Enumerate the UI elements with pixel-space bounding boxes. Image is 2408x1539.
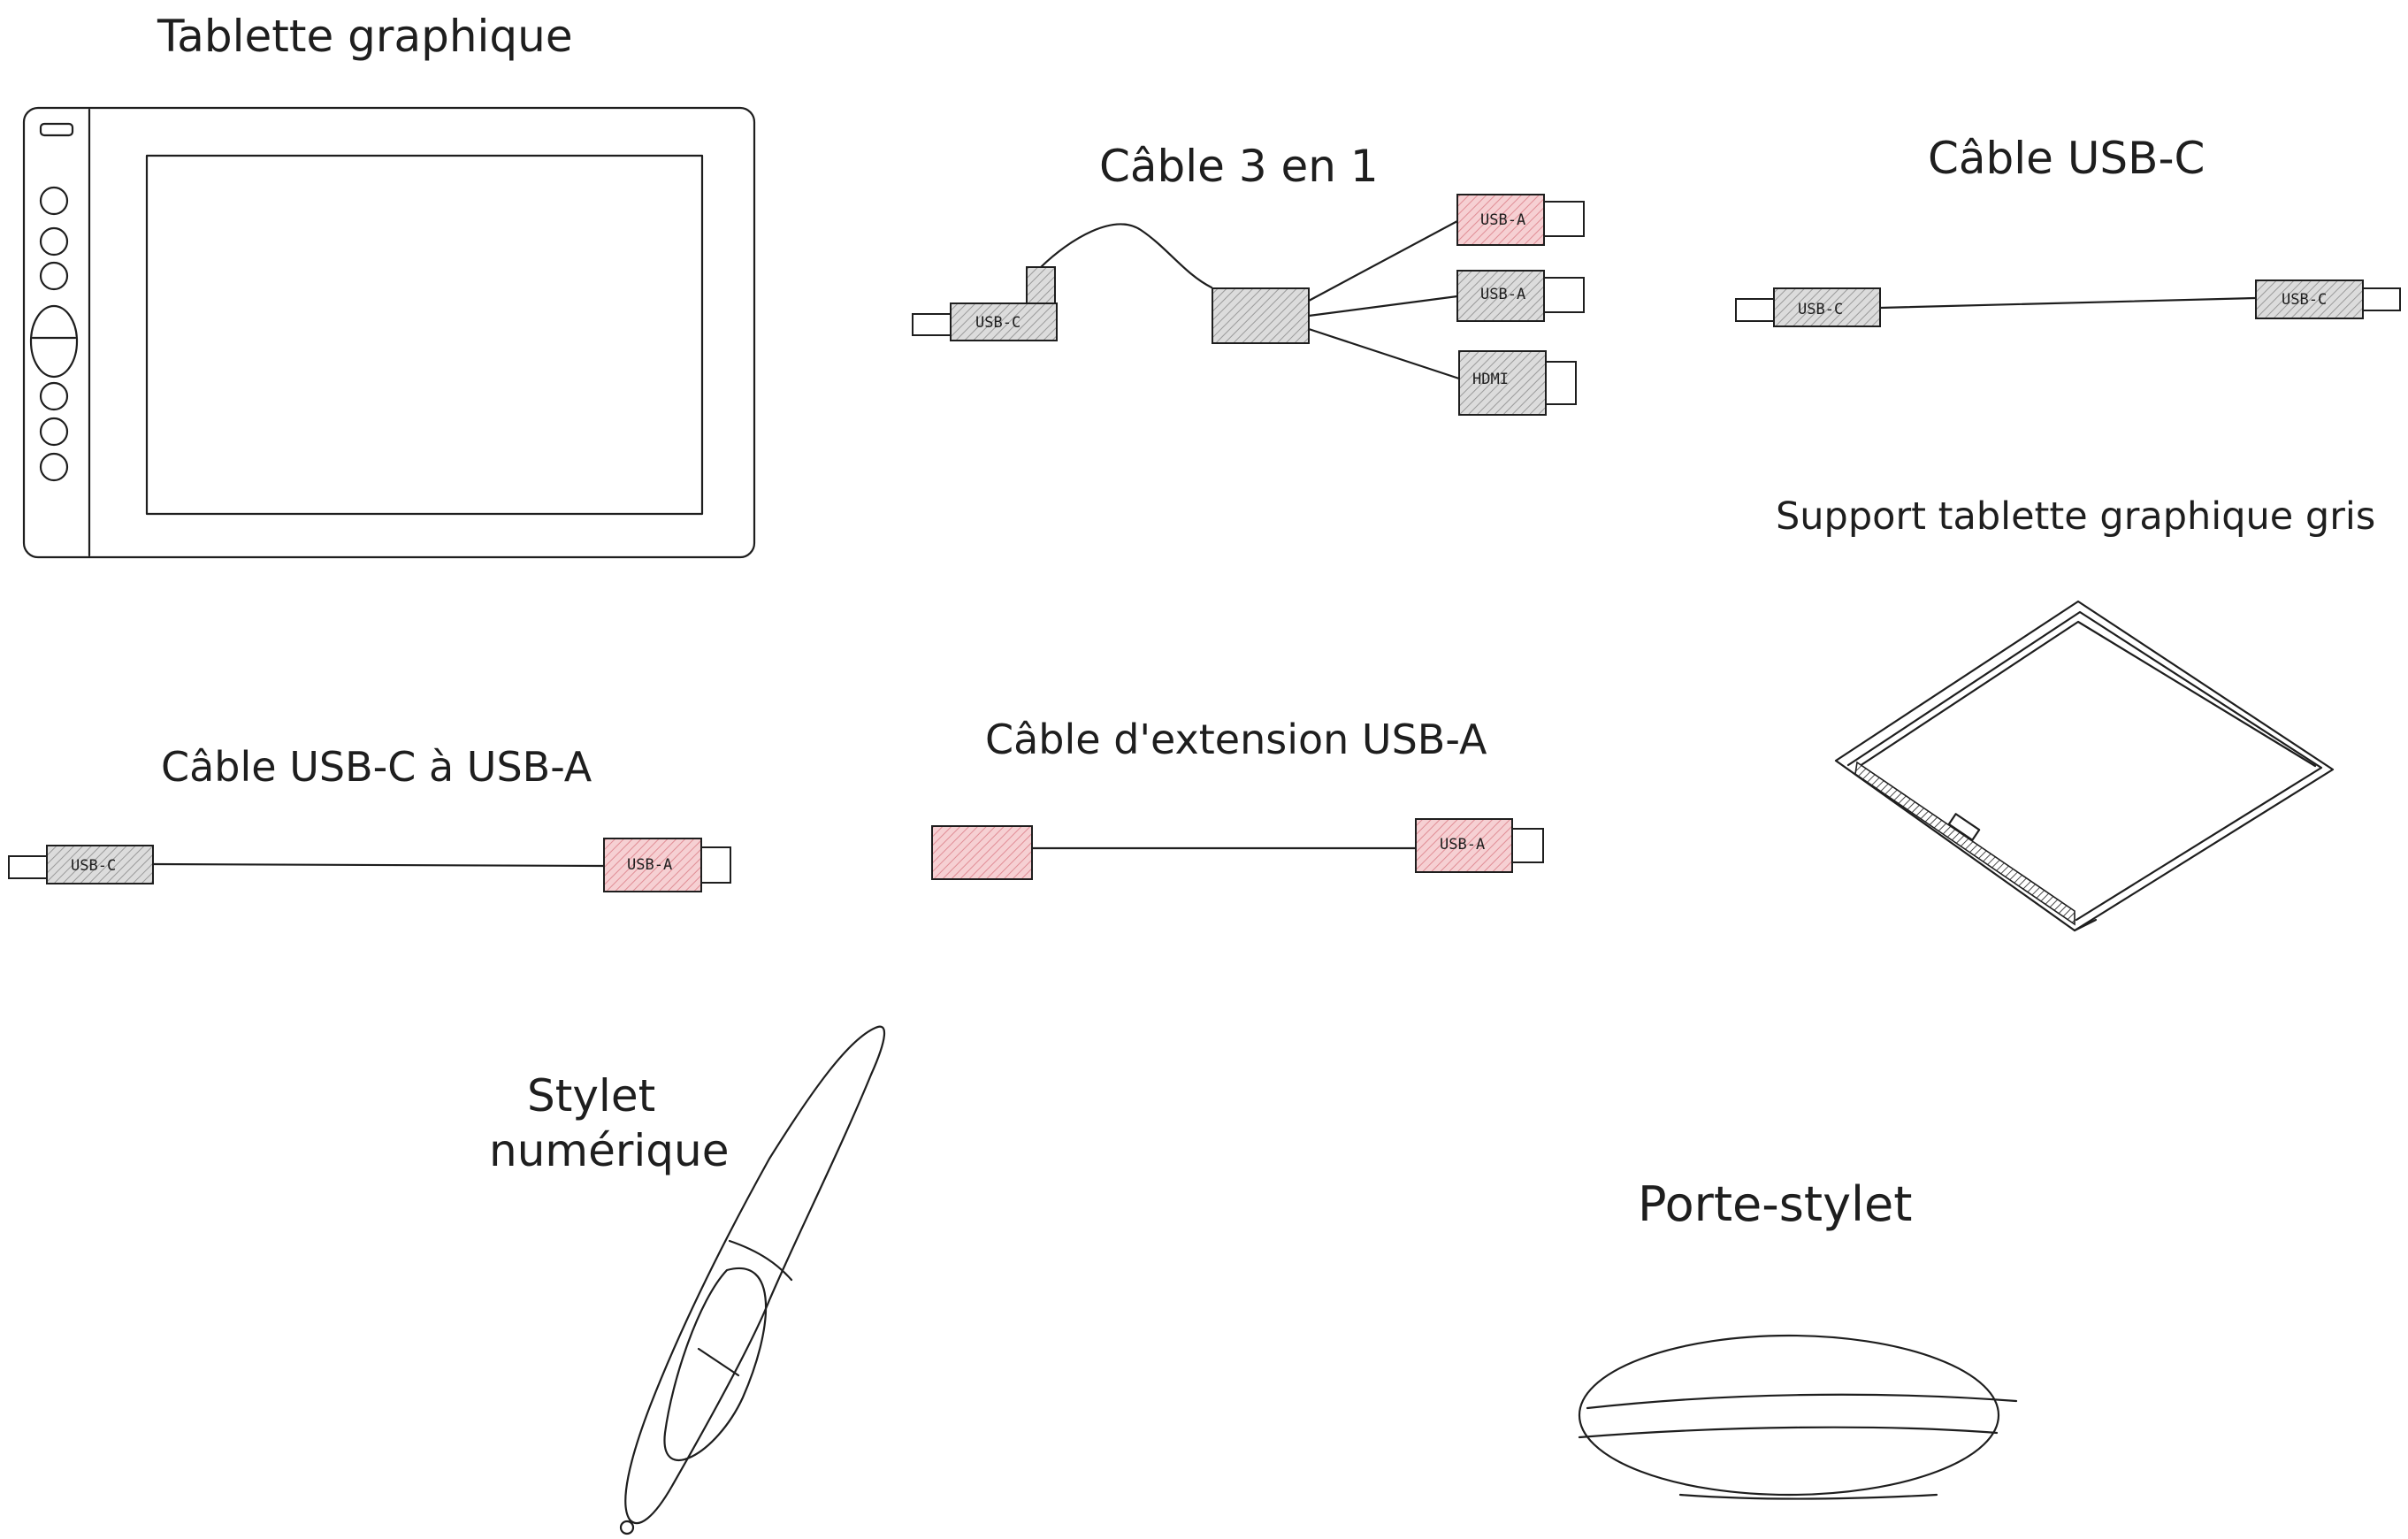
cable-usbc-to-usba: USB-C USB-A	[8, 838, 731, 892]
usbc-label: USB-C	[1798, 301, 1843, 318]
cable-usbc: USB-C USB-C	[1735, 279, 2401, 327]
cable-usbc-title: Câble USB-C	[1928, 133, 2205, 184]
stand-title: Support tablette graphique gris	[1776, 494, 2375, 539]
extension-title: Câble d'extension USB-A	[985, 716, 1487, 763]
cable-3in1: USB-C USB-A USB-A HDMI	[912, 194, 1585, 416]
cable-usbc-usba-title: Câble USB-C à USB-A	[161, 743, 592, 791]
usbc-label: USB-C	[2282, 291, 2327, 309]
hdmi-label: HDMI	[1472, 371, 1509, 388]
usba-label: USB-A	[1480, 211, 1525, 229]
usba-label: USB-A	[1480, 286, 1525, 303]
usbc-label: USB-C	[975, 314, 1021, 332]
tablet-title: Tablette graphique	[157, 11, 573, 62]
graphics-tablet	[22, 106, 756, 559]
tablet-stand	[1834, 600, 2335, 932]
stylus-title-line2: numérique	[489, 1125, 729, 1176]
pen-holder-title: Porte-stylet	[1638, 1176, 1912, 1232]
pen-holder	[1578, 1334, 2018, 1500]
usba-label: USB-A	[1440, 836, 1485, 854]
cable-3in1-title: Câble 3 en 1	[1099, 141, 1379, 192]
usba-label: USB-A	[627, 856, 672, 874]
digital-stylus	[619, 1025, 886, 1535]
usbc-label: USB-C	[71, 857, 116, 875]
stylus-title-line1: Stylet	[527, 1070, 655, 1122]
extension-cable-usba: USB-A	[931, 818, 1544, 880]
